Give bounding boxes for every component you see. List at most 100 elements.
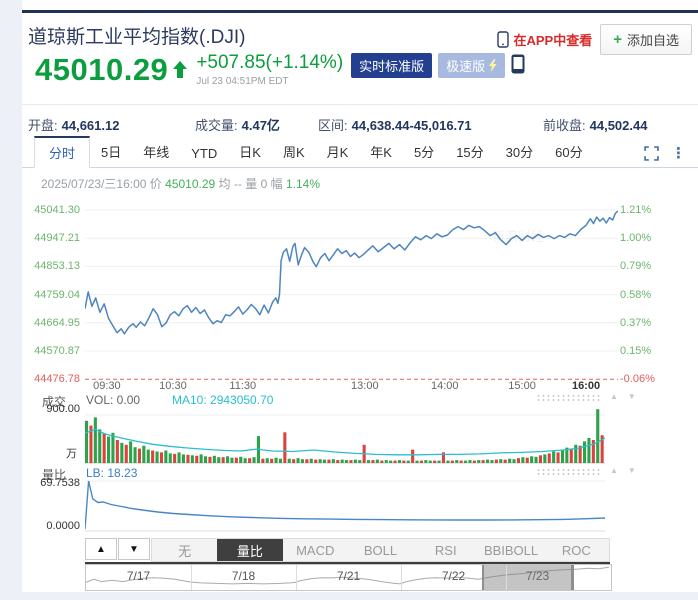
volume-pane-collapse-arrows[interactable]: ▲▼ (610, 392, 646, 401)
info-price: 45010.29 (165, 177, 216, 191)
volume-ma10: MA10: 2943050.70 (172, 393, 274, 407)
volume-bars-plot[interactable] (85, 407, 605, 465)
time-axis-label: 10:30 (159, 380, 187, 392)
tab-60分[interactable]: 60分 (555, 145, 583, 160)
tab-年线[interactable]: 年线 (143, 145, 170, 160)
stat-label: 前收盘: (543, 118, 586, 133)
stat-item-0: 开盘: 44,661.12 (28, 115, 119, 134)
volume-pane: 成交 VOL: 0.00 MA10: 2943050.70 ▲▼ 900.00 … (22, 392, 698, 466)
add-watchlist-button[interactable]: + 添加自选 (600, 24, 692, 55)
stat-value: 44,638.44-45,016.71 (351, 118, 472, 133)
navigator-day-7/22: 7/22 (441, 569, 466, 583)
stat-value: 4.47亿 (241, 118, 280, 133)
navigator-day-7/21: 7/21 (336, 569, 361, 583)
indicator-tab-RSI[interactable]: RSI (434, 542, 457, 558)
header-actions: 在APP中查看 + 添加自选 (497, 24, 692, 55)
ratio-plot[interactable] (85, 479, 605, 533)
indicator-tab-BOLL[interactable]: BOLL (363, 542, 398, 558)
stats-row: 开盘: 44,661.12 成交量: 4.47亿 区间: 44,638.44-45,016… (22, 104, 698, 137)
ratio-lb-value: LB: 18.23 (86, 466, 138, 480)
stat-item-2: 区间: 44,638.44-45,016.71 (318, 115, 472, 134)
price-axis-label: 44664.95 (34, 316, 80, 329)
info-amp: 1.14% (286, 177, 321, 191)
navigator-divider (506, 565, 507, 590)
time-axis-label: 14:00 (431, 380, 459, 392)
percent-axis-label: 0.37% (620, 316, 652, 329)
navigator-divider (191, 565, 192, 590)
info-vol: 0 (260, 177, 268, 191)
tab-年K[interactable]: 年K (370, 145, 392, 160)
navigator-sparkline (86, 566, 609, 585)
indicator-tab-ROC[interactable]: ROC (561, 542, 591, 558)
info-avg-label: 均 (218, 177, 231, 191)
chart-info-line: 2025/07/23/三16:00 价 45010.29 均 -- 量 0 幅 … (41, 175, 320, 192)
tab-5分[interactable]: 5分 (413, 145, 435, 160)
mobile-phone-icon[interactable] (511, 54, 525, 74)
navigator-day-7/17: 7/17 (126, 569, 151, 583)
quote-row: 45010.29 +507.85(+1.14%) Jul 23 04:51PM … (35, 52, 525, 88)
volume-ratio-pane: 量比 LB: 18.23 ▲▼ 69.7538 0.0000 (22, 466, 698, 538)
info-avg: -- (233, 177, 242, 191)
tab-30分[interactable]: 30分 (505, 145, 534, 160)
indicator-down-button[interactable]: ▼ (118, 538, 150, 560)
stat-item-3: 前收盘: 44,502.44 (543, 115, 647, 134)
info-price-label: 价 (149, 177, 162, 191)
tab-周K[interactable]: 周K (282, 145, 305, 160)
volume-value: VOL: 0.00 (86, 393, 141, 407)
info-vol-label: 量 (245, 177, 258, 191)
tab-YTD[interactable]: YTD (191, 146, 218, 161)
ratio-pane-collapse-arrows[interactable]: ▲▼ (610, 466, 646, 475)
up-arrow-icon (173, 61, 188, 78)
info-datetime: 2025/07/23/三16:00 (41, 177, 147, 191)
indicator-up-button[interactable]: ▲ (85, 538, 117, 560)
stat-label: 开盘: (28, 118, 58, 133)
volume-scale-top: 900.00 (46, 403, 80, 415)
volume-unit: 万 (66, 448, 77, 460)
indicator-tab-无[interactable]: 无 (178, 543, 192, 559)
tab-分时[interactable]: 分时 (34, 136, 91, 168)
time-axis-label: 11:30 (229, 380, 257, 392)
stat-item-1: 成交量: 4.47亿 (195, 115, 280, 134)
percent-axis-label: 0.79% (620, 260, 652, 273)
indicator-bar: ▲ ▼ 无 量比 MACD BOLL RSI BBIBOLL ROC (85, 538, 610, 565)
realtime-badge[interactable]: 实时标准版 (351, 53, 433, 78)
fast-version-badge[interactable]: 极速版 (438, 53, 506, 78)
percent-axis-label: 0.15% (620, 345, 652, 357)
percent-axis-label: 0.58% (620, 288, 652, 301)
last-price: 45010.29 (35, 52, 169, 87)
stat-label: 成交量: (195, 118, 238, 133)
fast-version-label: 极速版 (446, 59, 486, 74)
price-axis-label: 44947.21 (34, 232, 80, 245)
price-change: +507.85(+1.14%) (196, 52, 344, 73)
main-chart[interactable]: 45041.30 44947.21 44853.13 44759.04 44664.95… (22, 196, 698, 392)
quote-timestamp: Jul 23 04:51PM EDT (196, 76, 289, 87)
time-axis-label: 16:00 (571, 380, 601, 392)
price-plot[interactable] (85, 200, 618, 384)
tab-15分[interactable]: 15分 (456, 145, 484, 160)
info-amp-label: 幅 (270, 177, 283, 191)
tab-5日[interactable]: 5日 (101, 145, 122, 160)
indicator-tabs: 无 量比 MACD BOLL RSI BBIBOLL ROC (151, 538, 610, 562)
lightning-icon (489, 59, 497, 72)
stat-value: 44,502.44 (589, 118, 648, 133)
price-axis-label: 44853.13 (34, 260, 80, 273)
tab-月K[interactable]: 月K (326, 145, 349, 160)
navigator-day-7/23: 7/23 (525, 569, 550, 583)
volume-pane-resize-handle[interactable] (536, 394, 602, 403)
plus-icon: + (613, 30, 622, 48)
navigator-selection[interactable] (481, 565, 575, 590)
view-in-app-link[interactable]: 在APP中查看 (497, 30, 592, 49)
ratio-pane-resize-handle[interactable] (536, 468, 602, 477)
indicator-tab-量比[interactable]: 量比 (217, 539, 283, 561)
indicator-tab-MACD[interactable]: MACD (296, 542, 335, 558)
page-title: 道琼斯工业平均指数(.DJI) (28, 27, 246, 48)
stat-value: 44,661.12 (61, 118, 120, 133)
fullscreen-icon[interactable] (644, 146, 659, 161)
tab-日K[interactable]: 日K (239, 145, 261, 160)
indicator-tab-BBIBOLL[interactable]: BBIBOLL (483, 542, 539, 558)
price-axis-label: 44570.87 (34, 345, 80, 357)
more-options-icon[interactable]: ⋮ (671, 144, 686, 162)
price-axis-label: 44759.04 (34, 288, 80, 301)
date-range-navigator[interactable]: 7/17 7/18 7/21 7/22 7/23 (85, 564, 612, 591)
